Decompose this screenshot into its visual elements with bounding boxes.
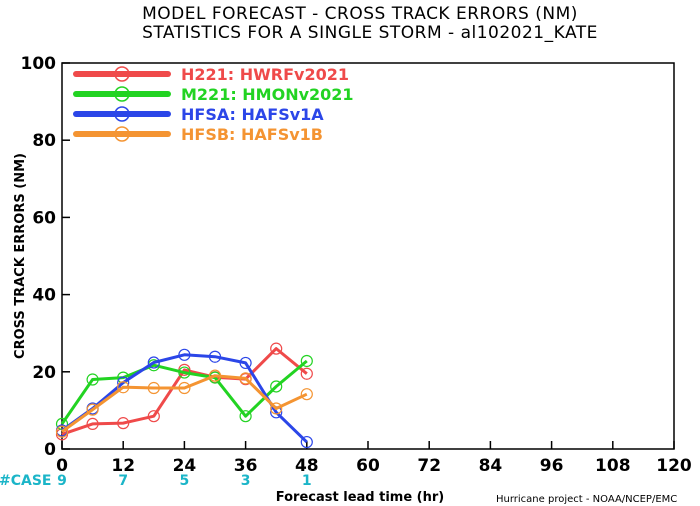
series-point	[55, 425, 69, 438]
series-point	[239, 372, 252, 385]
series-point	[300, 354, 313, 368]
series-point	[147, 381, 160, 395]
x-tick-label: 24	[173, 456, 197, 476]
series-point	[178, 366, 191, 379]
case-count: 5	[180, 473, 190, 489]
series-line	[61, 353, 308, 444]
series-point	[86, 373, 99, 386]
case-count: 7	[118, 473, 128, 489]
y-tick-label: 0	[44, 440, 56, 460]
case-count: 1	[302, 473, 312, 489]
credit-text: Hurricane project - NOAA/NCEP/EMC	[496, 494, 677, 505]
series-point	[117, 417, 130, 430]
series-point	[300, 388, 313, 401]
series-point	[86, 417, 99, 431]
y-tick-label: 100	[21, 54, 57, 74]
y-tick-label: 80	[32, 131, 56, 151]
x-tick-label: 96	[540, 456, 564, 476]
y-tick-label: 20	[32, 363, 56, 383]
x-tick-label: 120	[656, 456, 692, 476]
legend-swatch-marker	[114, 86, 130, 102]
axis-ticks: 0 12 24 36 48 60 72 84 96 108 120 0 20 40 60 80 100	[21, 54, 692, 476]
case-row: #CASE 9 7 5 3 1	[0, 473, 312, 489]
case-label: #CASE	[0, 473, 52, 489]
series-point	[147, 356, 160, 369]
series-point	[178, 381, 191, 395]
x-tick-label: 0	[56, 456, 68, 476]
plot-area	[61, 62, 675, 450]
x-axis-label: Forecast lead time (hr)	[276, 490, 444, 505]
chart-subtitle: STATISTICS FOR A SINGLE STORM - al102021…	[142, 23, 598, 43]
legend-entry-label: M221: HMONv2021	[181, 85, 354, 104]
series-point	[239, 356, 252, 370]
legend-entry-label: HFSA: HAFSv1A	[181, 105, 324, 124]
series-point	[270, 342, 283, 355]
series-point	[270, 380, 283, 393]
x-tick-label: 36	[234, 456, 258, 476]
series-point	[147, 410, 160, 423]
x-tick-label: 108	[595, 456, 631, 476]
legend-entry-label: H221: HWRFv2021	[181, 65, 349, 84]
x-tick-label: 60	[356, 456, 380, 476]
series-point	[300, 367, 313, 380]
series-layer	[55, 342, 313, 449]
series-point	[178, 348, 191, 361]
series-point	[86, 403, 99, 416]
series-point	[117, 381, 130, 394]
series-line	[61, 347, 308, 436]
series-point	[208, 350, 222, 363]
case-count: 9	[57, 473, 67, 489]
legend-swatch-marker	[114, 126, 130, 142]
legend-swatch-marker	[114, 66, 130, 82]
x-tick-label: 48	[295, 456, 319, 476]
case-count: 3	[241, 473, 251, 489]
series-point	[239, 410, 252, 423]
y-tick-label: 60	[32, 208, 56, 228]
chart-title: MODEL FORECAST - CROSS TRACK ERRORS (NM)	[142, 4, 578, 24]
legend-entry-label: HFSB: HAFSv1B	[181, 125, 323, 144]
series-point	[208, 369, 222, 382]
y-axis-label: CROSS TRACK ERRORS (NM)	[13, 153, 28, 359]
x-tick-label: 72	[417, 456, 441, 476]
legend-swatch-marker	[114, 106, 130, 122]
series-line	[61, 374, 308, 433]
series-point	[300, 435, 313, 449]
x-tick-label: 84	[479, 456, 503, 476]
y-tick-label: 40	[32, 286, 56, 306]
series-point	[270, 402, 283, 415]
x-tick-label: 12	[111, 456, 135, 476]
